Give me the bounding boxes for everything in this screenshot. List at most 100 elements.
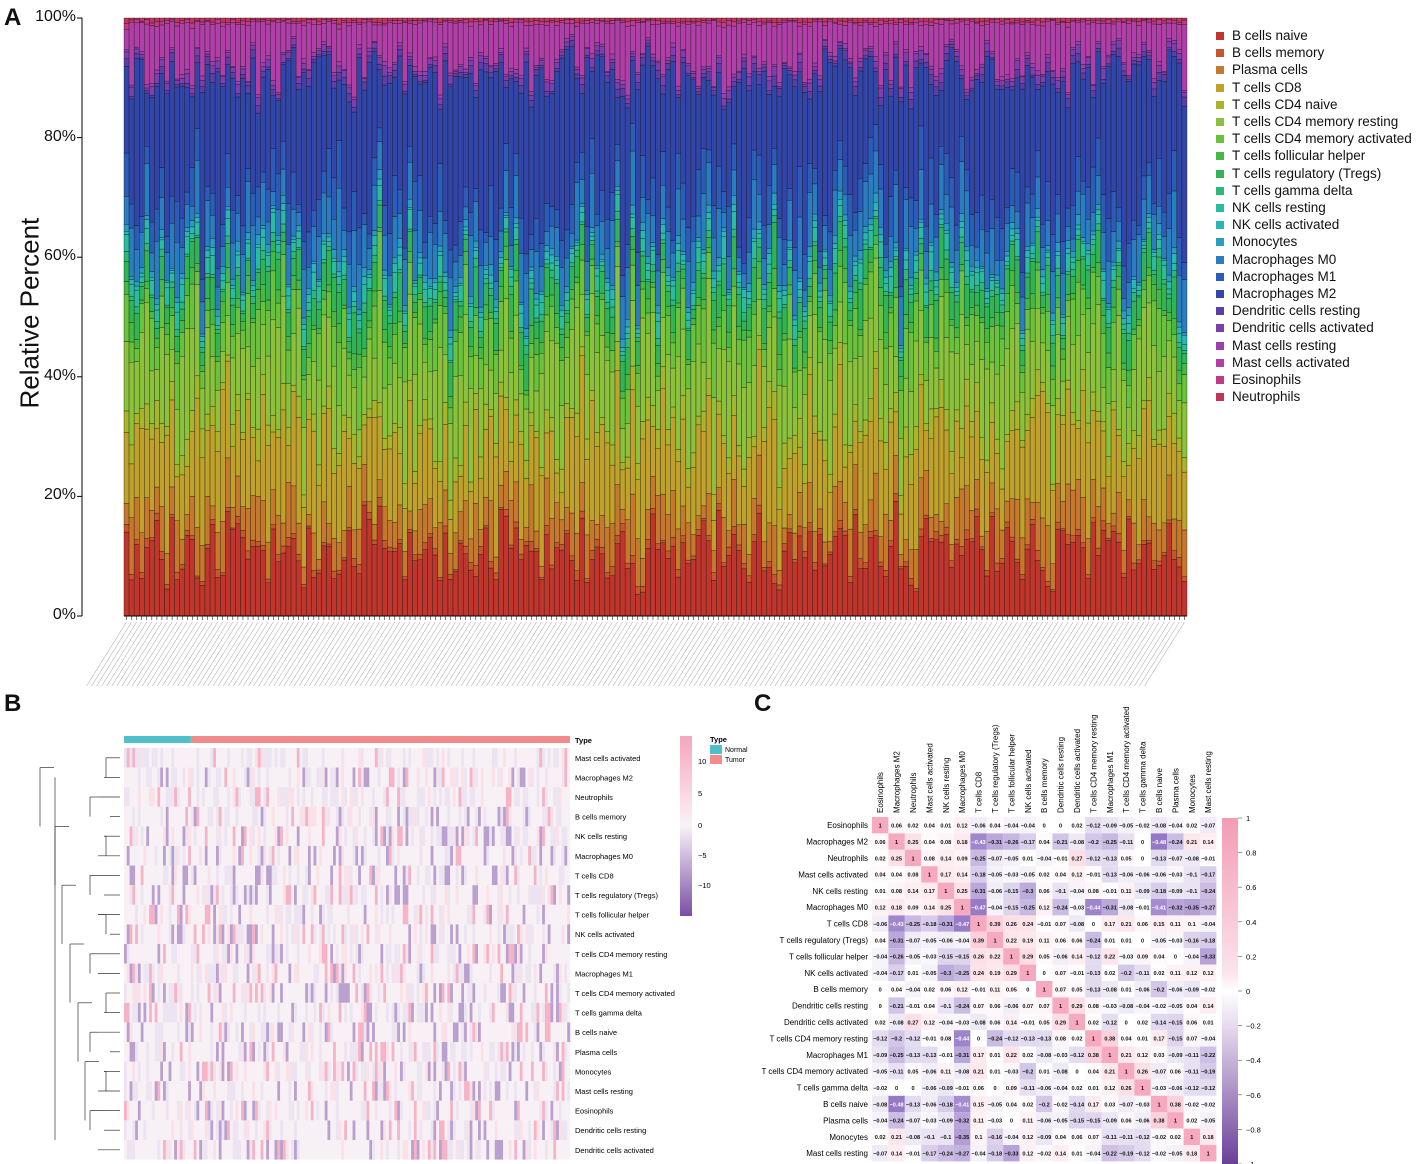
bar-segment <box>867 249 874 263</box>
bar-segment <box>230 335 236 359</box>
bar-segment <box>432 548 439 556</box>
bar-segment <box>918 21 924 26</box>
bar-segment <box>1034 24 1041 71</box>
bar-segment <box>356 367 363 431</box>
bar-segment <box>366 21 373 49</box>
bar-segment <box>741 68 747 264</box>
bar-segment <box>690 555 697 560</box>
x-sample-label <box>101 621 142 687</box>
bar-segment <box>761 17 768 23</box>
bar-segment <box>179 332 185 357</box>
bar-segment <box>316 332 322 381</box>
bar-segment <box>543 90 550 98</box>
bar-segment <box>994 562 1000 572</box>
bar-segment <box>705 17 712 22</box>
bar-segment <box>133 19 140 24</box>
bar-segment <box>397 20 403 24</box>
bar-segment <box>270 251 277 272</box>
bar-segment <box>295 77 302 84</box>
bar-segment <box>260 250 266 260</box>
bar-segment <box>326 51 332 55</box>
bar-segment <box>549 269 555 279</box>
bar-segment <box>705 535 712 541</box>
bar-segment <box>817 331 823 363</box>
bar-segment <box>867 23 874 47</box>
bar-segment <box>1080 313 1086 370</box>
bar-segment <box>1029 417 1036 503</box>
bar-segment <box>381 341 388 389</box>
bar-segment <box>169 399 175 488</box>
bar-segment <box>635 463 641 481</box>
bar-segment <box>1105 323 1112 328</box>
bar-segment <box>1181 581 1188 617</box>
bar-segment <box>645 45 651 200</box>
bar-segment <box>974 259 980 268</box>
bar-segment <box>1100 300 1107 316</box>
bar-segment <box>245 346 251 395</box>
bar-segment <box>139 572 145 579</box>
bar-segment <box>1151 78 1157 83</box>
bar-segment <box>559 316 565 330</box>
bar-segment <box>736 544 742 551</box>
bar-segment <box>260 62 266 67</box>
bar-segment <box>1176 519 1183 558</box>
bar-segment <box>969 274 975 290</box>
bar-segment <box>630 563 636 617</box>
bar-segment <box>179 568 185 617</box>
bar-segment <box>270 528 277 617</box>
bar-segment <box>154 69 160 74</box>
bar-segment <box>872 210 879 217</box>
bar-segment <box>133 413 140 424</box>
bar-segment <box>761 225 768 259</box>
bar-segment <box>670 332 676 344</box>
bar-segment <box>503 76 509 81</box>
bar-segment <box>797 17 803 24</box>
bar-segment <box>204 413 211 431</box>
bar-segment <box>154 26 160 71</box>
bar-segment <box>1060 528 1066 531</box>
bar-segment <box>817 75 823 80</box>
bar-segment <box>255 234 261 245</box>
bar-segment <box>1176 342 1183 348</box>
bar-segment <box>943 534 950 617</box>
bar-segment <box>513 81 520 154</box>
bar-segment <box>670 342 676 369</box>
bar-segment <box>883 62 889 70</box>
bar-segment <box>989 228 995 275</box>
bar-segment <box>442 489 449 527</box>
bar-segment <box>822 46 828 50</box>
bar-segment <box>483 274 489 279</box>
bar-segment <box>1040 342 1046 383</box>
bar-segment <box>452 376 459 459</box>
bar-segment <box>964 405 970 486</box>
bar-segment <box>1075 535 1081 617</box>
bar-segment <box>832 486 838 533</box>
bar-segment <box>1156 308 1162 372</box>
bar-segment <box>979 359 985 438</box>
x-sample-label <box>430 621 471 687</box>
bar-segment <box>999 23 1005 77</box>
bar-segment <box>387 520 393 548</box>
bar-segment <box>543 296 550 316</box>
bar-segment <box>908 578 914 586</box>
bar-segment <box>336 569 342 575</box>
bar-segment <box>1095 547 1102 556</box>
bar-segment <box>1161 20 1167 24</box>
bar-segment <box>665 57 671 61</box>
bar-segment <box>675 262 681 272</box>
bar-segment <box>437 24 444 96</box>
bar-segment <box>999 17 1005 22</box>
bar-segment <box>250 303 256 319</box>
bar-segment <box>280 64 287 142</box>
bar-segment <box>214 356 221 362</box>
bar-segment <box>144 497 150 539</box>
bar-segment <box>326 523 332 545</box>
bar-segment <box>812 241 818 246</box>
bar-segment <box>199 86 206 93</box>
bar-segment <box>660 17 666 23</box>
bar-segment <box>508 22 514 27</box>
bar-segment <box>457 283 464 286</box>
bar-segment <box>159 423 165 443</box>
bar-segment <box>964 250 970 261</box>
bar-segment <box>533 24 540 66</box>
